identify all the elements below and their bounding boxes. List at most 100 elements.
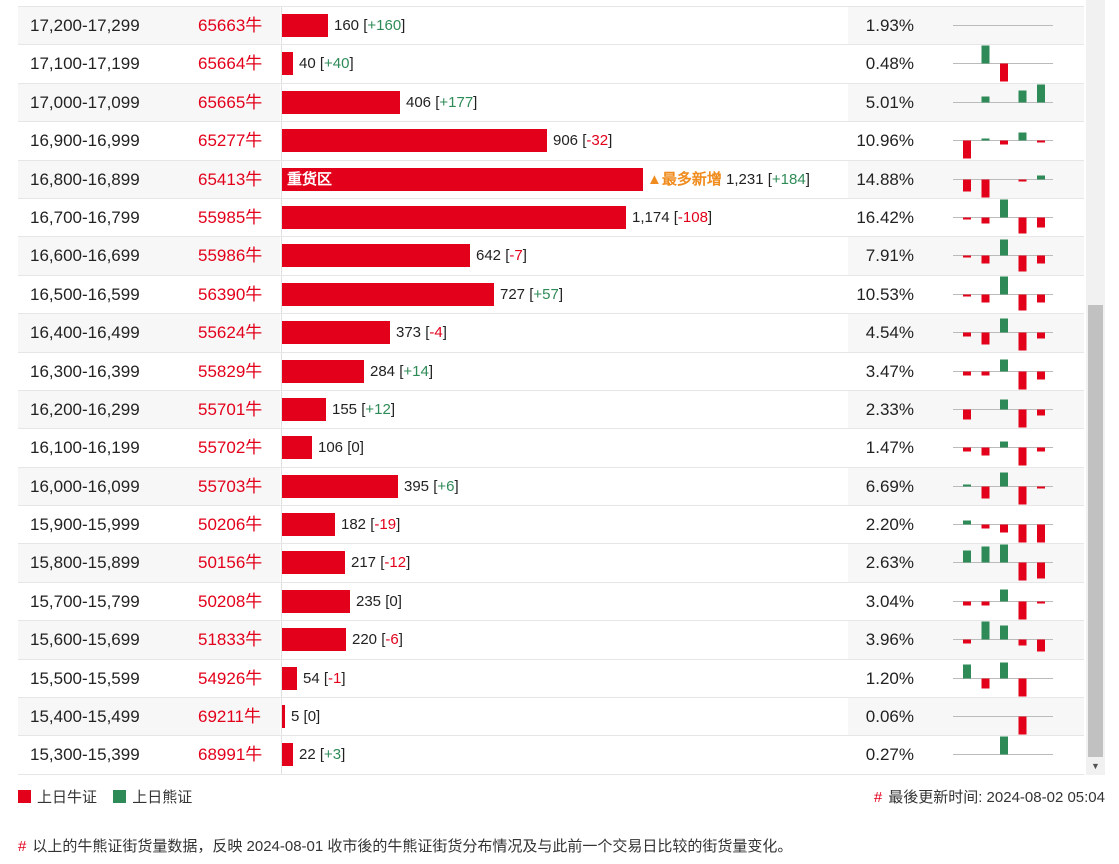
column-divider [281,275,282,314]
sparkline-bar [1000,524,1008,533]
warrant-code-link[interactable]: 55829牛 [198,361,263,381]
warrant-code-link[interactable]: 55624牛 [198,323,263,343]
quantity-value: ▲最多新增 1,231 [+184] [647,170,810,188]
quantity-number: 217 [351,554,377,572]
sparkline-bar [1037,332,1045,339]
warrant-code-link[interactable]: 55985牛 [198,207,263,227]
sparkline-bar [1018,486,1027,505]
change-sparkline [953,359,1053,390]
last-updated: # 最後更新时间: 2024-08-02 05:04 [874,786,1105,807]
warrant-code-link[interactable]: 56390牛 [198,284,263,304]
percentage: 6.69% [865,476,914,496]
quantity-number: 220 [352,631,378,649]
warrant-code-link[interactable]: 55703牛 [198,476,263,496]
sparkline-bar [1018,217,1027,234]
quantity-bar-cell: 406 [+177] [280,83,848,122]
table-row: 16,600-16,699 55986牛 642 [-7] 7.91% [18,237,1084,276]
scrollbar-thumb[interactable] [1088,305,1103,757]
column-divider [281,582,282,621]
warrant-code-link[interactable]: 55702牛 [198,438,263,458]
percentage: 0.48% [865,54,914,74]
sparkline-bar [981,546,990,563]
warrant-code-link[interactable]: 65663牛 [198,16,263,35]
quantity-value: 217 [-12] [351,554,411,572]
quantity-change: -6 [385,631,399,649]
sparkline-bar [1000,544,1008,563]
strike-range: 15,600-15,699 [30,630,140,650]
quantity-value: 5 [0] [291,708,321,726]
quantity-change: +14 [403,362,429,380]
scroll-down-arrow-icon[interactable]: ▼ [1091,761,1100,771]
quantity-bar [281,628,346,652]
legend-bull: 上日牛证 [18,786,97,807]
table-row: 16,100-16,199 55702牛 106 [0] 1.47% [18,429,1084,468]
quantity-change: +6 [437,477,455,495]
strike-range: 17,100-17,199 [30,54,140,74]
sparkline-bar [963,332,971,337]
quantity-bar [281,397,326,421]
strike-range: 15,700-15,799 [30,591,140,611]
quantity-bar-cell: 373 [-4] [280,314,848,352]
change-sparkline [953,736,1053,756]
quantity-bar-cell: 217 [-12] [280,544,848,582]
strike-range: 16,500-16,599 [30,284,140,304]
strike-range: 16,900-16,999 [30,131,140,151]
column-divider [281,352,282,390]
sparkline-bar [1018,639,1027,646]
sparkline-bar [963,601,971,606]
quantity-number: 906 [553,132,579,150]
quantity-change: -12 [384,554,407,572]
column-divider [281,7,282,45]
quantity-bar-cell: 155 [+12] [280,390,848,429]
warrant-code-link[interactable]: 51833牛 [198,630,263,650]
percentage: 7.91% [865,246,914,266]
warrant-code-link[interactable]: 65665牛 [198,92,263,112]
sparkline-bar [1000,239,1008,256]
quantity-bar-cell: 106 [0] [280,429,848,466]
warrant-code-link[interactable]: 50208牛 [198,591,263,611]
quantity-number: 373 [396,324,422,342]
sparkline-bar [1018,371,1027,390]
table-row: 16,200-16,299 55701牛 155 [+12] 2.33% [18,390,1084,430]
sparkline-bar [1037,294,1045,303]
quantity-bar-cell: 220 [-6] [280,621,848,659]
vertical-scrollbar[interactable]: ▼ [1086,0,1105,775]
table-row: 15,900-15,999 50206牛 182 [-19] 2.20% [18,506,1084,545]
quantity-number: 40 [299,55,316,73]
quantity-bar [281,743,293,767]
warrant-code-link[interactable]: 65277牛 [198,131,263,151]
change-sparkline [953,662,1053,697]
quantity-number: 155 [332,400,358,418]
warrant-code-link[interactable]: 54926牛 [198,668,263,688]
warrant-code-link[interactable]: 50156牛 [198,553,263,573]
change-sparkline [953,132,1053,159]
change-sparkline [953,45,1053,82]
strike-range: 16,200-16,299 [30,399,140,419]
percentage: 3.47% [865,361,914,381]
warrant-code-link[interactable]: 65664牛 [198,54,263,74]
sparkline-bar [1037,217,1045,228]
warrant-code-link[interactable]: 50206牛 [198,515,263,535]
warrant-code-link[interactable]: 69211牛 [198,707,262,727]
percentage: 3.96% [865,630,914,650]
sparkline-bar [1018,294,1027,311]
column-divider [281,736,282,774]
sparkline-bar [981,179,990,198]
quantity-bar-cell: 182 [-19] [280,506,848,543]
quantity-value: 395 [+6] [404,477,459,495]
column-divider [281,698,282,736]
percentage: 14.88% [856,169,914,189]
sparkline-bar [1037,601,1045,604]
percentage: 16.42% [856,207,914,227]
change-sparkline [953,239,1053,272]
warrant-code-link[interactable]: 65413牛 [198,169,263,189]
sparkline-bar [1037,524,1045,543]
quantity-value: 40 [+40] [299,55,354,73]
quantity-value: 155 [+12] [332,400,395,418]
warrant-code-link[interactable]: 68991牛 [198,745,263,765]
warrant-code-link[interactable]: 55986牛 [198,246,263,266]
sparkline-bar [981,486,990,499]
quantity-value: 727 [+57] [500,285,563,303]
warrant-code-link[interactable]: 55701牛 [198,399,263,419]
column-divider [281,45,282,83]
